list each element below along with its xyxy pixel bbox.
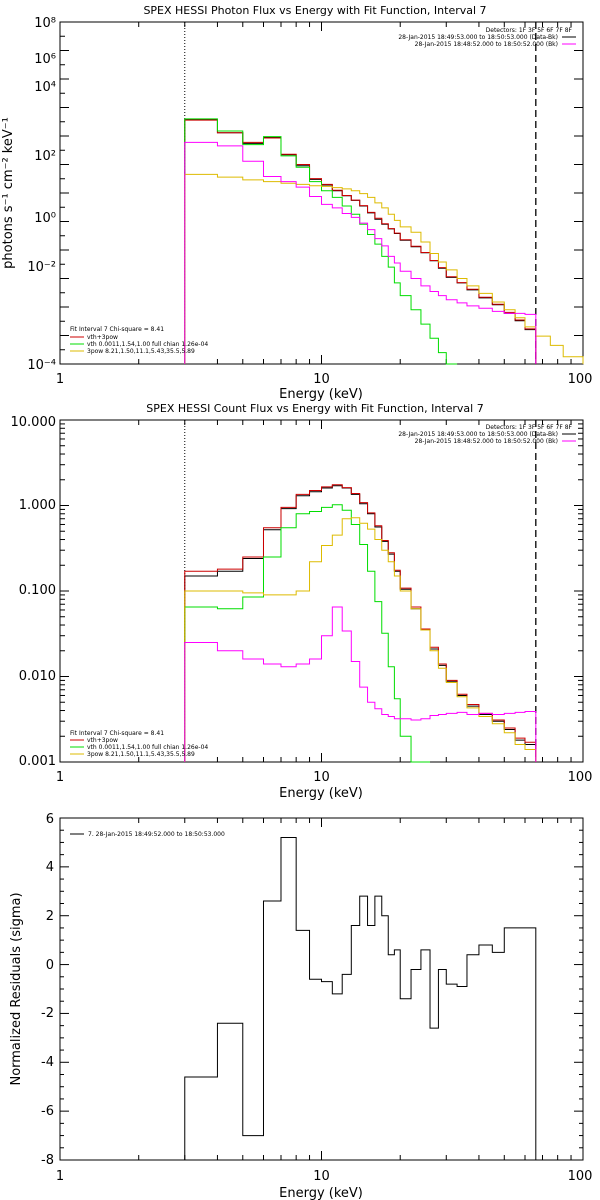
residuals-panel: 1 10 100 -8 -6 -4 -2 0 2 4 6 Energy (keV… [9,812,592,1200]
count-x-tick-label: 1 [56,770,64,785]
photon-y-tick-label: 10⁻² [27,260,56,275]
residuals-x-tick-label: 1 [56,1169,64,1184]
photon-y-tick-label: 10⁻⁴ [27,358,56,373]
count-legend-3pow-label: 3pow 8.21,1.50,11.1,5.43,35.5,5.89 [87,751,195,758]
count-legend-bottomleft: Fit Interval 7 Chi-square = 8.41 vth+3po… [70,730,208,758]
photon-series-bk [184,141,537,364]
photon-y-tick-label: 10⁶ [34,52,56,67]
count-legend-data-label: 28-Jan-2015 18:49:53.000 to 18:50:53.000… [398,431,558,438]
photon-chart-title: SPEX HESSI Photon Flux vs Energy with Fi… [143,4,486,17]
photon-y-tick-labels: 10⁻⁴ 10⁻² 10⁰ 10² 10⁴ 10⁶ 10⁸ [27,16,56,373]
residuals-y-tick-label: 2 [46,909,54,924]
count-series-vth [184,504,431,763]
count-legend-bk-label: 28-Jan-2015 18:48:52.000 to 18:50:52.000… [415,438,558,445]
residuals-axis-ticks [59,817,583,1161]
count-series [184,484,537,763]
photon-y-tick-label: 10⁴ [34,80,56,95]
count-chart-title: SPEX HESSI Count Flux vs Energy with Fit… [146,402,483,415]
photon-legend-bk-label: 28-Jan-2015 18:48:52.000 to 18:50:52.000… [415,41,558,48]
photon-x-tick-labels: 1 10 100 [56,372,593,387]
photon-flux-panel: SPEX HESSI Photon Flux vs Energy with Fi… [1,4,592,402]
photon-detectors-label: Detectors: 1F 3F 5F 6F 7F 8F [486,27,573,34]
residuals-y-tick-label: -8 [41,1153,54,1168]
residuals-legend-label: 7. 28-Jan-2015 18:49:52.000 to 18:50:53.… [88,831,225,838]
photon-y-axis-label: photons s⁻¹ cm⁻² keV⁻¹ [1,117,16,269]
photon-legend-topright: Detectors: 1F 3F 5F 6F 7F 8F 28-Jan-2015… [398,27,576,48]
photon-series-3pow [184,173,584,364]
residuals-y-tick-label: 6 [46,812,54,827]
count-legend-vth3pow-label: vth+3pow [87,737,118,744]
count-x-tick-labels: 1 10 100 [56,770,593,785]
photon-x-tick-label: 1 [56,372,64,387]
count-fit-interval-label: Fit Interval 7 Chi-square = 8.41 [70,730,164,737]
photon-y-tick-label: 10⁸ [34,16,56,31]
count-detectors-label: Detectors: 1F 3F 5F 6F 7F 8F [486,424,573,431]
photon-fit-interval-label: Fit Interval 7 Chi-square = 8.41 [70,326,164,333]
photon-series-vth [184,118,458,365]
residuals-series [184,837,537,1160]
residuals-x-tick-label: 10 [313,1169,330,1184]
residuals-y-tick-label: -6 [41,1104,54,1119]
photon-legend-vth-label: vth 0.0011,1.54,1.00 full chian 1.26e-04 [87,341,208,348]
photon-legend-bottomleft: Fit Interval 7 Chi-square = 8.41 vth+3po… [70,326,208,355]
count-y-tick-label: 10.000 [11,415,57,430]
count-y-tick-labels: 0.001 0.010 0.100 1.000 10.000 [11,415,57,769]
count-axis-ticks [59,419,583,763]
count-legend-topright: Detectors: 1F 3F 5F 6F 7F 8F 28-Jan-2015… [398,424,576,445]
residuals-y-tick-label: -2 [41,1006,54,1021]
residuals-legend: 7. 28-Jan-2015 18:49:52.000 to 18:50:53.… [70,831,225,838]
residuals-y-tick-labels: -8 -6 -4 -2 0 2 4 6 [41,812,54,1168]
count-y-tick-label: 0.010 [19,669,56,684]
residuals-x-axis-label: Energy (keV) [279,1186,363,1200]
photon-x-tick-label: 100 [568,372,593,387]
residuals-y-tick-label: 4 [46,860,54,875]
photon-axis-ticks [59,21,583,365]
residuals-x-tick-label: 100 [568,1169,593,1184]
count-legend-vth-label: vth 0.0011,1.54,1.00 full chian 1.26e-04 [87,744,208,751]
count-y-tick-label: 1.000 [19,498,56,513]
residuals-series-residuals [184,837,537,1160]
count-x-tick-label: 100 [568,770,593,785]
count-flux-panel: SPEX HESSI Count Flux vs Energy with Fit… [11,402,593,801]
count-x-tick-label: 10 [313,770,330,785]
count-series-3pow [184,517,537,762]
photon-x-axis-label: Energy (keV) [279,387,363,402]
photon-y-tick-label: 10⁰ [34,211,56,226]
residuals-y-tick-label: -4 [41,1055,54,1070]
photon-legend-data-label: 28-Jan-2015 18:49:53.000 to 18:50:53.000… [398,34,558,41]
photon-legend-vth3pow-label: vth+3pow [87,334,118,341]
photon-series [184,118,584,365]
count-y-tick-label: 0.100 [19,583,56,598]
photon-legend-3pow-label: 3pow 8.21,1.50,11.1,5.43,35.5,5.89 [87,348,195,355]
photon-y-tick-label: 10² [34,149,56,164]
count-y-tick-label: 0.001 [19,754,56,769]
residuals-y-axis-label: Normalized Residuals (sigma) [9,892,24,1085]
photon-x-tick-label: 10 [313,372,330,387]
residuals-y-tick-label: 0 [46,958,54,973]
count-x-axis-label: Energy (keV) [279,786,363,801]
residuals-x-tick-labels: 1 10 100 [56,1169,593,1184]
count-series-bk [184,606,537,762]
